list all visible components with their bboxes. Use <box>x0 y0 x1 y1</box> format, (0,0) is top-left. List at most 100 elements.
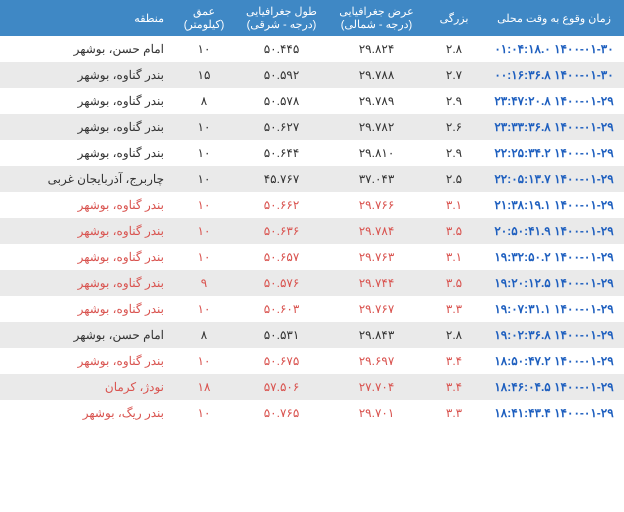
cell-magnitude: ۲.۹ <box>424 88 484 114</box>
cell-time: ۱۴۰۰-۰۱-۲۹ ۱۹:۰۷:۳۱.۱ <box>484 296 624 322</box>
cell-region: امام حسن، بوشهر <box>0 36 174 62</box>
cell-depth: ۱۰ <box>174 140 234 166</box>
cell-depth: ۱۰ <box>174 244 234 270</box>
cell-magnitude: ۳.۱ <box>424 244 484 270</box>
cell-time: ۱۴۰۰-۰۱-۲۹ ۲۰:۵۰:۴۱.۹ <box>484 218 624 244</box>
cell-time: ۱۴۰۰-۰۱-۲۹ ۱۹:۲۰:۱۲.۵ <box>484 270 624 296</box>
cell-time: ۱۴۰۰-۰۱-۲۹ ۱۸:۴۶:۰۴.۵ <box>484 374 624 400</box>
cell-depth: ۱۰ <box>174 114 234 140</box>
table-row[interactable]: ۱۴۰۰-۰۱-۲۹ ۱۹:۲۰:۱۲.۵۳.۵۲۹.۷۴۴۵۰.۵۷۶۹بند… <box>0 270 624 296</box>
cell-longitude: ۵۰.۵۷۶ <box>234 270 329 296</box>
table-row[interactable]: ۱۴۰۰-۰۱-۲۹ ۱۹:۰۷:۳۱.۱۳.۳۲۹.۷۶۷۵۰.۶۰۳۱۰بن… <box>0 296 624 322</box>
cell-magnitude: ۳.۵ <box>424 270 484 296</box>
header-magnitude: بزرگی <box>424 0 484 36</box>
cell-magnitude: ۲.۸ <box>424 36 484 62</box>
cell-depth: ۱۵ <box>174 62 234 88</box>
table-header: زمان وقوع به وقت محلی بزرگی عرض جغرافیای… <box>0 0 624 36</box>
cell-time: ۱۴۰۰-۰۱-۲۹ ۲۲:۰۵:۱۳.۷ <box>484 166 624 192</box>
cell-time: ۱۴۰۰-۰۱-۲۹ ۲۲:۲۵:۳۴.۲ <box>484 140 624 166</box>
cell-longitude: ۵۰.۶۰۳ <box>234 296 329 322</box>
cell-latitude: ۳۷.۰۴۳ <box>329 166 424 192</box>
cell-region: نودژ، کرمان <box>0 374 174 400</box>
cell-region: بندر گناوه، بوشهر <box>0 192 174 218</box>
cell-latitude: ۲۹.۷۶۶ <box>329 192 424 218</box>
table-row[interactable]: ۱۴۰۰-۰۱-۲۹ ۲۳:۴۷:۲۰.۸۲.۹۲۹.۷۸۹۵۰.۵۷۸۸بند… <box>0 88 624 114</box>
cell-region: بندر گناوه، بوشهر <box>0 244 174 270</box>
cell-depth: ۱۰ <box>174 296 234 322</box>
cell-region: بندر گناوه، بوشهر <box>0 140 174 166</box>
cell-magnitude: ۳.۳ <box>424 400 484 426</box>
cell-longitude: ۵۰.۴۴۵ <box>234 36 329 62</box>
cell-time: ۱۴۰۰-۰۱-۲۹ ۱۸:۴۱:۴۳.۴ <box>484 400 624 426</box>
cell-region: بندر گناوه، بوشهر <box>0 88 174 114</box>
cell-latitude: ۲۷.۷۰۴ <box>329 374 424 400</box>
cell-depth: ۱۰ <box>174 192 234 218</box>
cell-latitude: ۲۹.۸۱۰ <box>329 140 424 166</box>
cell-time: ۱۴۰۰-۰۱-۳۰ ۰۰:۱۶:۳۶.۸ <box>484 62 624 88</box>
table-row[interactable]: ۱۴۰۰-۰۱-۲۹ ۲۳:۳۳:۳۶.۸۲.۶۲۹.۷۸۲۵۰.۶۲۷۱۰بن… <box>0 114 624 140</box>
cell-depth: ۹ <box>174 270 234 296</box>
cell-region: بندر گناوه، بوشهر <box>0 296 174 322</box>
cell-magnitude: ۳.۱ <box>424 192 484 218</box>
cell-longitude: ۵۰.۶۵۷ <box>234 244 329 270</box>
cell-time: ۱۴۰۰-۰۱-۲۹ ۱۹:۰۲:۳۶.۸ <box>484 322 624 348</box>
header-longitude: طول جغرافیایی (درجه - شرقی) <box>234 0 329 36</box>
table-row[interactable]: ۱۴۰۰-۰۱-۲۹ ۱۹:۰۲:۳۶.۸۲.۸۲۹.۸۴۳۵۰.۵۳۱۸اما… <box>0 322 624 348</box>
cell-depth: ۱۸ <box>174 374 234 400</box>
cell-region: چاربرج، آذربایجان غربی <box>0 166 174 192</box>
cell-magnitude: ۳.۴ <box>424 374 484 400</box>
cell-depth: ۱۰ <box>174 36 234 62</box>
table-row[interactable]: ۱۴۰۰-۰۱-۲۹ ۲۰:۵۰:۴۱.۹۳.۵۲۹.۷۸۴۵۰.۶۳۶۱۰بن… <box>0 218 624 244</box>
cell-region: بندر گناوه، بوشهر <box>0 348 174 374</box>
cell-latitude: ۲۹.۶۹۷ <box>329 348 424 374</box>
table-row[interactable]: ۱۴۰۰-۰۱-۲۹ ۱۹:۳۲:۵۰.۲۳.۱۲۹.۷۶۳۵۰.۶۵۷۱۰بن… <box>0 244 624 270</box>
cell-latitude: ۲۹.۸۲۴ <box>329 36 424 62</box>
header-time: زمان وقوع به وقت محلی <box>484 0 624 36</box>
cell-latitude: ۲۹.۷۸۴ <box>329 218 424 244</box>
cell-magnitude: ۲.۷ <box>424 62 484 88</box>
table-row[interactable]: ۱۴۰۰-۰۱-۲۹ ۲۲:۰۵:۱۳.۷۲.۵۳۷.۰۴۳۴۵.۷۶۷۱۰چا… <box>0 166 624 192</box>
cell-longitude: ۵۰.۶۶۲ <box>234 192 329 218</box>
cell-magnitude: ۳.۵ <box>424 218 484 244</box>
cell-longitude: ۵۷.۵۰۶ <box>234 374 329 400</box>
cell-time: ۱۴۰۰-۰۱-۳۰ ۰۱:۰۴:۱۸.۰ <box>484 36 624 62</box>
cell-longitude: ۵۰.۶۲۷ <box>234 114 329 140</box>
cell-depth: ۱۰ <box>174 400 234 426</box>
earthquake-table: زمان وقوع به وقت محلی بزرگی عرض جغرافیای… <box>0 0 624 426</box>
cell-latitude: ۲۹.۷۴۴ <box>329 270 424 296</box>
cell-time: ۱۴۰۰-۰۱-۲۹ ۱۸:۵۰:۴۷.۲ <box>484 348 624 374</box>
cell-time: ۱۴۰۰-۰۱-۲۹ ۲۳:۴۷:۲۰.۸ <box>484 88 624 114</box>
table-row[interactable]: ۱۴۰۰-۰۱-۳۰ ۰۱:۰۴:۱۸.۰۲.۸۲۹.۸۲۴۵۰.۴۴۵۱۰ام… <box>0 36 624 62</box>
cell-latitude: ۲۹.۷۸۲ <box>329 114 424 140</box>
cell-region: امام حسن، بوشهر <box>0 322 174 348</box>
cell-latitude: ۲۹.۷۸۸ <box>329 62 424 88</box>
cell-region: بندر ریگ، بوشهر <box>0 400 174 426</box>
cell-latitude: ۲۹.۷۰۱ <box>329 400 424 426</box>
table-row[interactable]: ۱۴۰۰-۰۱-۲۹ ۱۸:۵۰:۴۷.۲۳.۴۲۹.۶۹۷۵۰.۶۷۵۱۰بن… <box>0 348 624 374</box>
cell-time: ۱۴۰۰-۰۱-۲۹ ۱۹:۳۲:۵۰.۲ <box>484 244 624 270</box>
cell-longitude: ۵۰.۷۶۵ <box>234 400 329 426</box>
cell-time: ۱۴۰۰-۰۱-۲۹ ۲۳:۳۳:۳۶.۸ <box>484 114 624 140</box>
cell-longitude: ۵۰.۵۳۱ <box>234 322 329 348</box>
table-row[interactable]: ۱۴۰۰-۰۱-۲۹ ۱۸:۴۱:۴۳.۴۳.۳۲۹.۷۰۱۵۰.۷۶۵۱۰بن… <box>0 400 624 426</box>
cell-region: بندر گناوه، بوشهر <box>0 114 174 140</box>
cell-depth: ۸ <box>174 88 234 114</box>
cell-magnitude: ۲.۸ <box>424 322 484 348</box>
cell-longitude: ۵۰.۵۹۲ <box>234 62 329 88</box>
table-row[interactable]: ۱۴۰۰-۰۱-۲۹ ۱۸:۴۶:۰۴.۵۳.۴۲۷.۷۰۴۵۷.۵۰۶۱۸نو… <box>0 374 624 400</box>
table-row[interactable]: ۱۴۰۰-۰۱-۳۰ ۰۰:۱۶:۳۶.۸۲.۷۲۹.۷۸۸۵۰.۵۹۲۱۵بن… <box>0 62 624 88</box>
header-depth: عمق (کیلومتر) <box>174 0 234 36</box>
cell-latitude: ۲۹.۸۴۳ <box>329 322 424 348</box>
cell-longitude: ۵۰.۶۷۵ <box>234 348 329 374</box>
cell-region: بندر گناوه، بوشهر <box>0 218 174 244</box>
cell-magnitude: ۲.۵ <box>424 166 484 192</box>
cell-depth: ۱۰ <box>174 218 234 244</box>
table-row[interactable]: ۱۴۰۰-۰۱-۲۹ ۲۱:۳۸:۱۹.۱۳.۱۲۹.۷۶۶۵۰.۶۶۲۱۰بن… <box>0 192 624 218</box>
cell-longitude: ۴۵.۷۶۷ <box>234 166 329 192</box>
cell-longitude: ۵۰.۶۳۶ <box>234 218 329 244</box>
cell-latitude: ۲۹.۷۸۹ <box>329 88 424 114</box>
cell-region: بندر گناوه، بوشهر <box>0 62 174 88</box>
cell-magnitude: ۲.۹ <box>424 140 484 166</box>
header-latitude: عرض جغرافیایی (درجه - شمالی) <box>329 0 424 36</box>
table-row[interactable]: ۱۴۰۰-۰۱-۲۹ ۲۲:۲۵:۳۴.۲۲.۹۲۹.۸۱۰۵۰.۶۴۴۱۰بن… <box>0 140 624 166</box>
